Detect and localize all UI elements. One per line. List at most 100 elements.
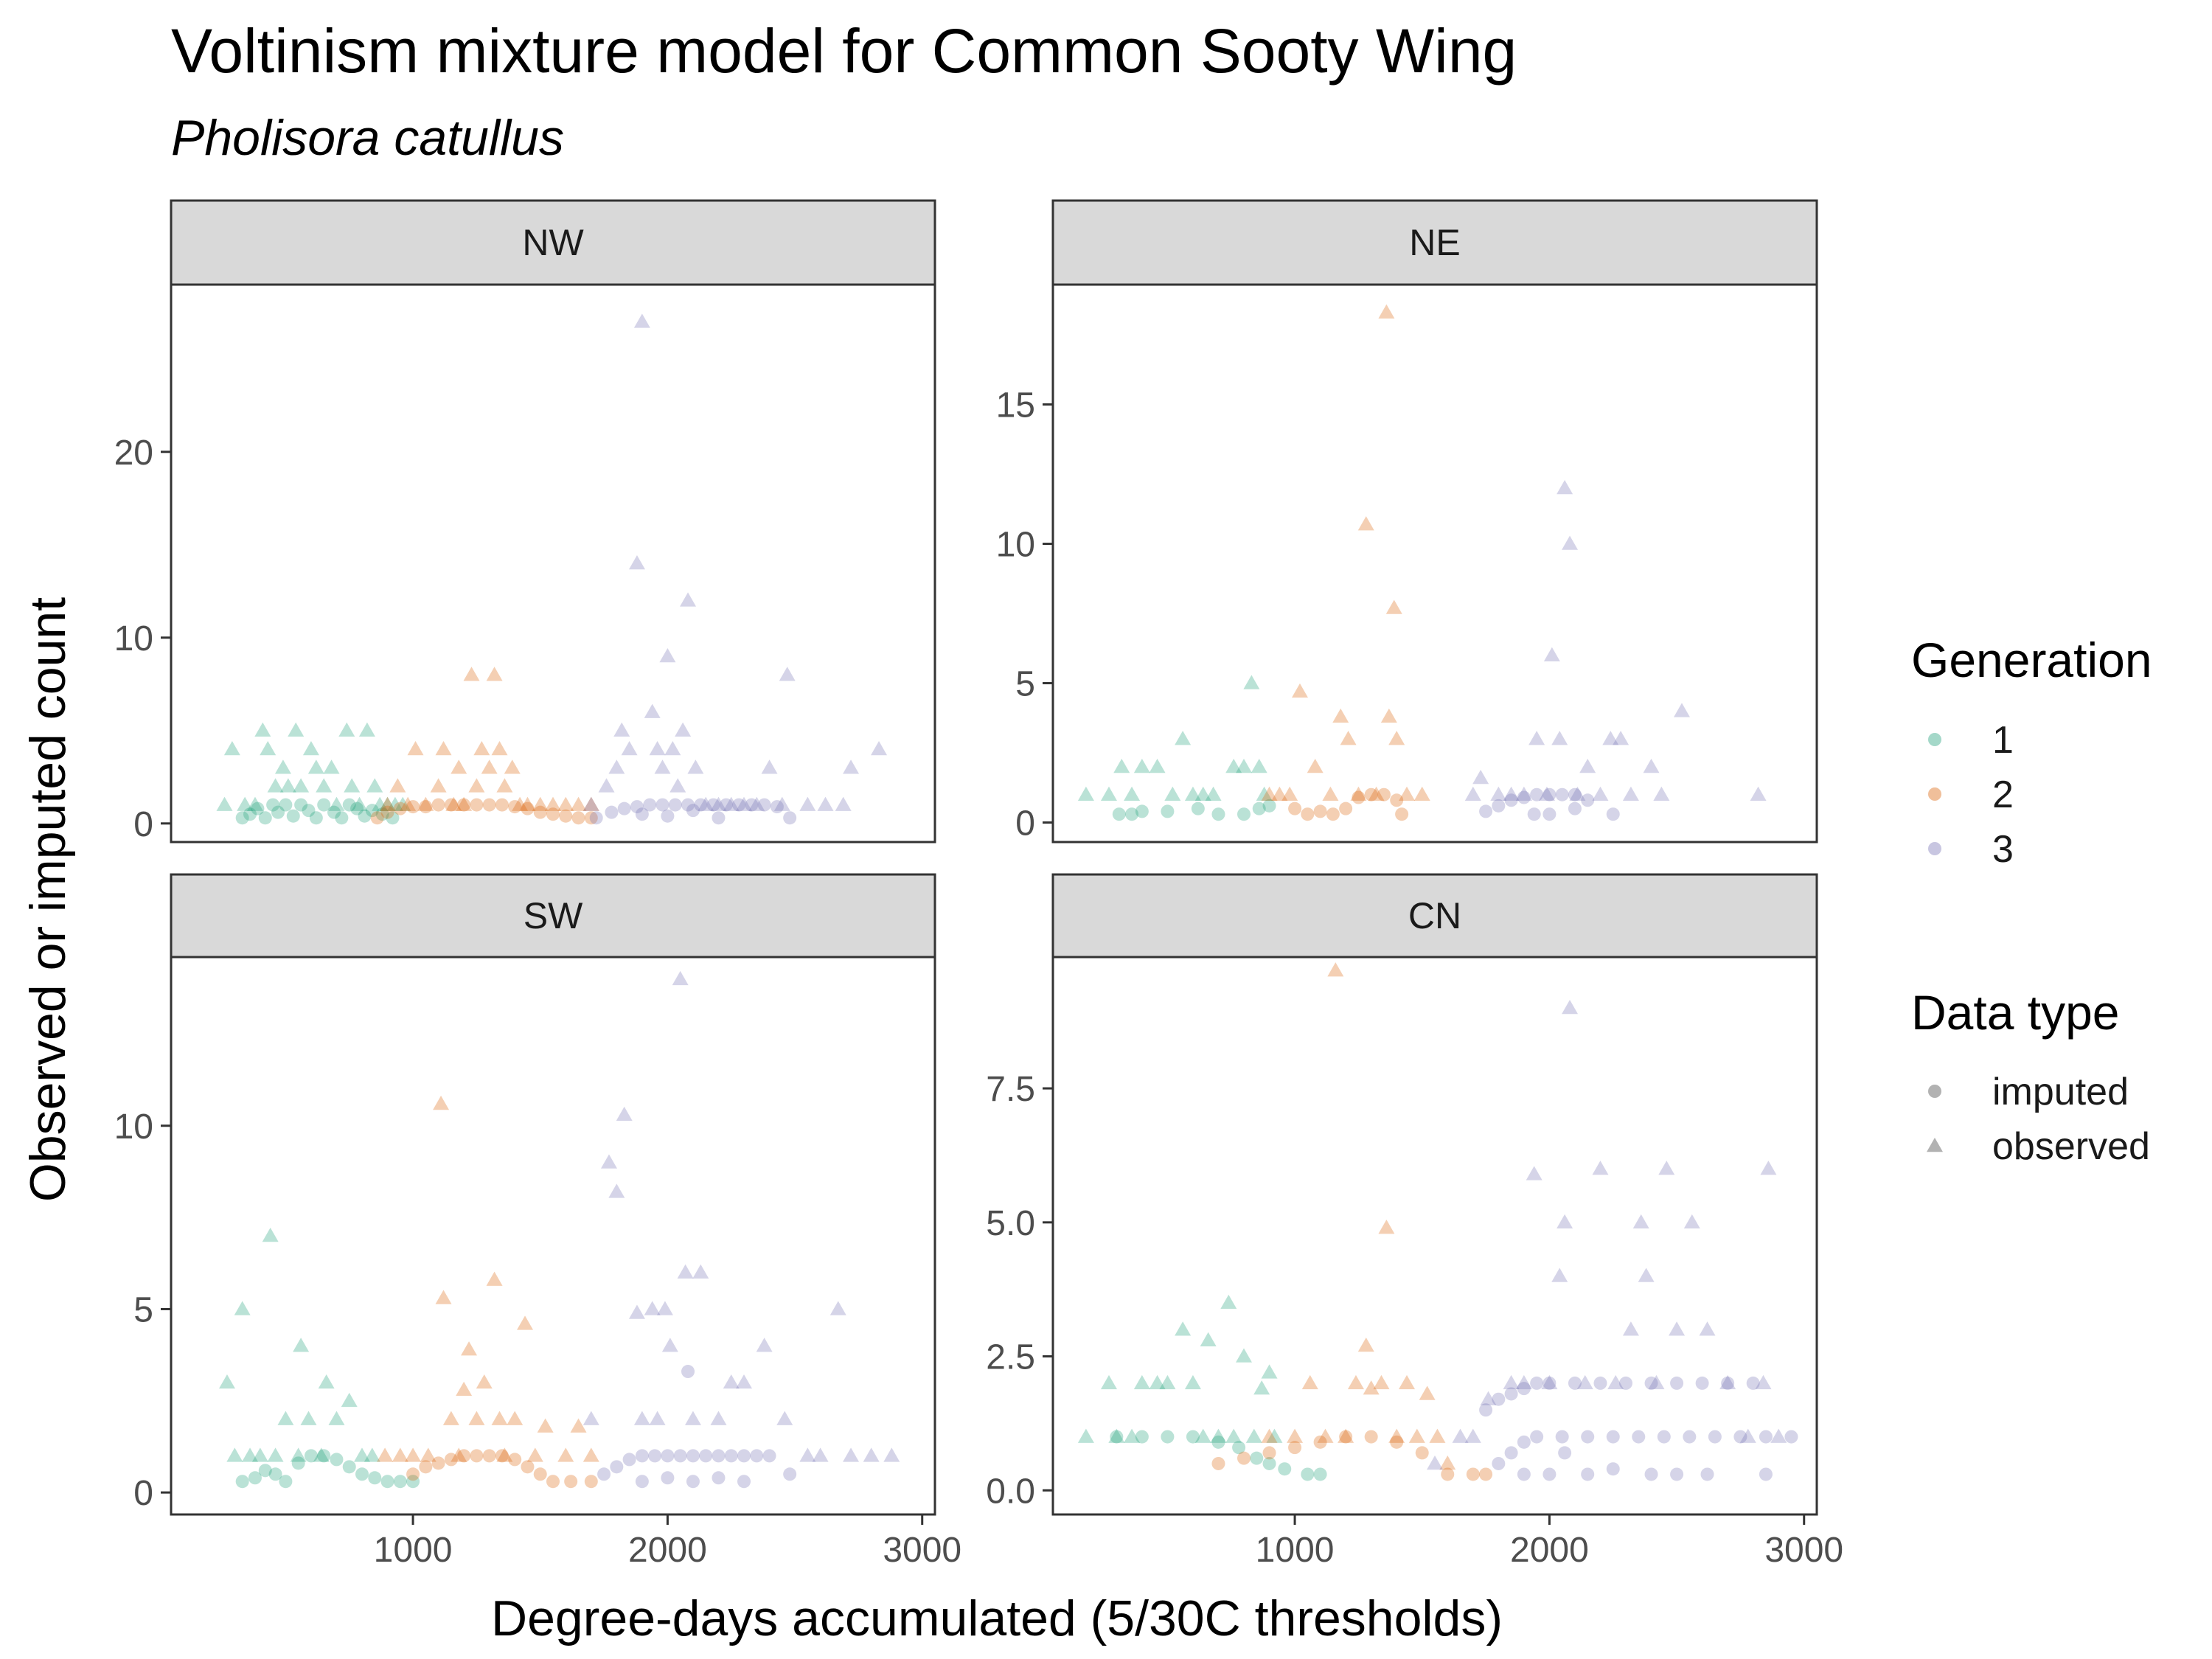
chart-subtitle: Pholisora catullus [171, 110, 564, 166]
point-observed-gen1 [379, 796, 396, 811]
point-imputed-gen1 [235, 811, 249, 825]
point-observed-gen1 [293, 778, 310, 793]
point-imputed-gen1 [365, 804, 379, 818]
y-axis-title: Observed or imputed count [20, 597, 76, 1202]
point-imputed-gen3 [686, 1475, 700, 1489]
point-observed-gen3 [1755, 1374, 1772, 1390]
x-tick-label: 1000 [374, 1531, 453, 1570]
point-observed-gen3 [628, 1304, 645, 1319]
point-imputed-gen3 [724, 1449, 738, 1463]
point-observed-gen3 [1557, 1214, 1573, 1229]
point-observed-gen3 [692, 1264, 709, 1279]
point-observed-gen2 [1373, 1374, 1390, 1390]
point-imputed-gen3 [783, 811, 797, 825]
point-imputed-gen2 [559, 809, 573, 823]
point-observed-gen3 [756, 1338, 773, 1352]
point-observed-gen3 [649, 741, 666, 756]
point-observed-gen1 [1236, 1348, 1252, 1363]
point-imputed-gen2 [1339, 1430, 1353, 1444]
point-observed-gen2 [468, 778, 485, 793]
point-imputed-gen3 [719, 798, 733, 812]
point-observed-gen3 [863, 1447, 880, 1462]
point-observed-gen1 [1133, 758, 1150, 773]
point-imputed-gen3 [1530, 1376, 1544, 1390]
point-observed-gen2 [1388, 1428, 1405, 1443]
point-observed-gen2 [486, 1271, 503, 1286]
point-imputed-gen1 [380, 1475, 394, 1489]
point-imputed-gen1 [309, 811, 323, 825]
point-observed-gen2 [1332, 708, 1349, 723]
point-imputed-gen2 [584, 811, 598, 825]
point-observed-gen3 [1592, 786, 1609, 801]
legend-key-generation [1928, 787, 1941, 801]
point-imputed-gen3 [1558, 1446, 1572, 1460]
x-tick-label: 1000 [1256, 1531, 1335, 1570]
point-imputed-gen3 [1759, 1430, 1773, 1444]
point-imputed-gen2 [380, 805, 394, 819]
point-observed-gen3 [871, 741, 888, 756]
point-observed-gen3 [1472, 770, 1489, 785]
point-observed-gen3 [779, 667, 796, 681]
point-imputed-gen3 [1759, 1467, 1773, 1481]
point-observed-gen3 [677, 1264, 694, 1279]
y-tick-label: 10 [114, 1107, 153, 1147]
point-observed-gen1 [1133, 1374, 1150, 1390]
point-observed-gen3 [1480, 1391, 1497, 1405]
point-imputed-gen1 [1278, 1462, 1292, 1476]
point-imputed-gen1 [1252, 801, 1266, 815]
point-observed-gen3 [598, 778, 615, 793]
point-imputed-gen3 [635, 807, 649, 821]
point-imputed-gen3 [750, 1449, 764, 1463]
point-observed-gen2 [389, 778, 406, 793]
point-observed-gen1 [277, 1411, 294, 1425]
point-observed-gen2 [392, 1447, 408, 1462]
point-imputed-gen2 [533, 805, 547, 819]
point-observed-gen1 [1210, 1428, 1227, 1443]
point-imputed-gen2 [495, 798, 509, 812]
point-observed-gen1 [279, 778, 296, 793]
point-observed-gen2 [507, 1411, 524, 1425]
point-imputed-gen3 [1492, 1456, 1506, 1470]
y-tick-label: 5 [1015, 665, 1035, 704]
point-observed-gen1 [218, 1374, 235, 1389]
point-imputed-gen2 [1352, 790, 1366, 804]
point-observed-gen3 [799, 796, 816, 811]
point-observed-gen3 [1543, 647, 1560, 661]
point-imputed-gen2 [1313, 1435, 1327, 1449]
point-observed-gen3 [644, 703, 661, 718]
point-observed-gen3 [669, 778, 686, 793]
point-observed-gen3 [675, 722, 692, 737]
point-observed-gen1 [267, 778, 284, 793]
point-observed-gen3 [644, 1301, 661, 1315]
point-imputed-gen1 [406, 1475, 420, 1489]
point-observed-gen1 [386, 796, 403, 811]
point-observed-gen1 [246, 796, 263, 811]
panel-cn: CN 0.0 2.5 5.0 7.5 1000 2000 3000 [986, 873, 1843, 1570]
point-observed-gen2 [405, 1447, 422, 1462]
point-imputed-gen2 [546, 807, 560, 821]
point-observed-gen3 [1503, 786, 1520, 801]
point-observed-gen1 [300, 1411, 317, 1425]
point-observed-gen3 [1683, 1214, 1700, 1229]
point-observed-gen3 [1551, 731, 1568, 745]
point-observed-gen1 [344, 778, 361, 793]
strip-background [1051, 199, 1818, 286]
point-imputed-gen1 [1313, 1467, 1327, 1481]
point-imputed-gen3 [694, 798, 708, 812]
point-observed-gen3 [1592, 1161, 1609, 1175]
panel-border [1051, 283, 1818, 844]
panel-ne: NE 0 5 10 15 [996, 199, 1818, 844]
point-observed-gen1 [1205, 786, 1222, 801]
point-imputed-gen3 [712, 811, 726, 825]
point-observed-gen1 [1077, 786, 1094, 801]
point-observed-gen1 [1261, 1364, 1278, 1379]
point-imputed-gen3 [1581, 1467, 1595, 1481]
point-imputed-gen3 [1581, 793, 1595, 807]
point-imputed-gen1 [375, 807, 389, 821]
point-observed-gen1 [251, 1447, 268, 1462]
point-observed-gen3 [1750, 786, 1767, 801]
point-observed-gen3 [1464, 1428, 1481, 1443]
point-observed-gen3 [1643, 758, 1660, 773]
point-observed-gen1 [354, 1447, 370, 1462]
point-observed-gen2 [473, 741, 490, 756]
